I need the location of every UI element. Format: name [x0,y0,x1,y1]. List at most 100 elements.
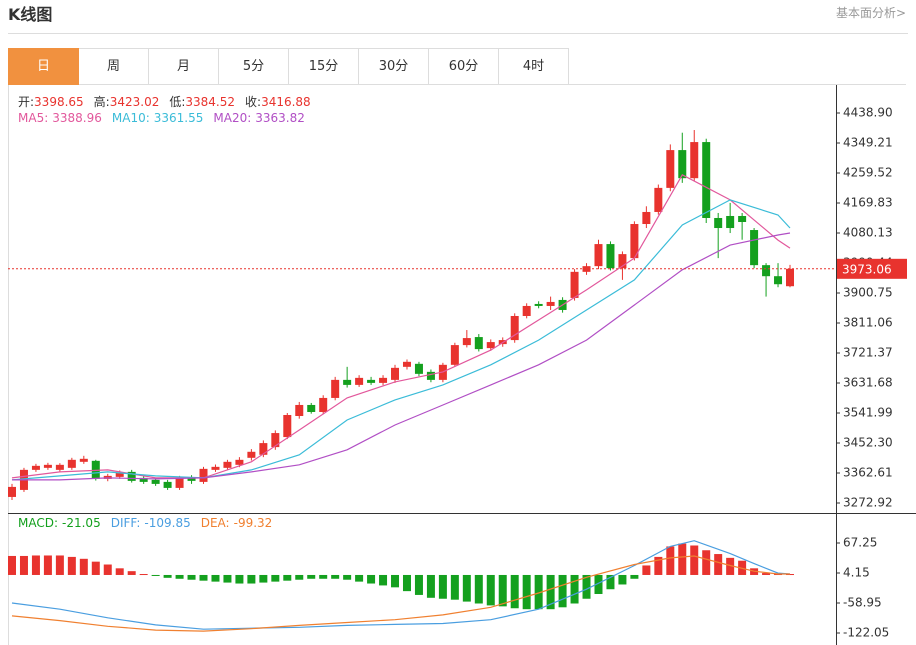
y-tick-label: 3452.30 [843,435,893,449]
macd-bar [259,574,268,583]
candle-body [379,377,388,383]
macd-bar [570,574,579,604]
candle-body [474,337,483,350]
y-tick-label: 3811.06 [843,315,893,329]
macd-bar [522,574,531,610]
macd-bar [438,574,447,599]
macd-bar [151,574,160,576]
candle-body [426,371,435,380]
macd-bar [139,574,148,576]
legend-name: MA5: [18,111,49,125]
period-tab[interactable]: 5分 [219,48,289,85]
candle-body [355,377,364,385]
indicator-line [11,555,790,632]
y-tick-label: 3362.61 [843,465,893,479]
ma-legend: MA5: 3388.96 MA10: 3361.55 MA20: 3363.82 [18,111,315,125]
legend-name: DIFF: [110,516,141,530]
candle-body [546,301,555,306]
macd-bar [426,574,435,598]
candle-body [666,150,675,188]
candle-body [414,363,423,374]
macd-legend: MACD: -21.05 DIFF: -109.85 DEA: -99.32 [18,516,282,530]
candle-body [67,459,76,468]
macd-bar [343,574,352,580]
candle-body [199,468,208,482]
candle-body [151,479,160,484]
macd-bar [414,574,423,595]
macd-bar [546,574,555,610]
candle-body [163,481,172,488]
candle-body [534,303,543,306]
macd-bar [187,574,196,580]
period-tab[interactable]: 4时 [499,48,569,85]
macd-bar [462,574,471,602]
candle-body [295,404,304,417]
macd-bar [235,574,244,584]
info-label: 收: [245,95,262,109]
macd-bar [510,574,519,609]
period-tab[interactable]: 日 [8,48,79,85]
divider [8,33,908,34]
candle-body [211,466,220,470]
macd-bar [103,564,112,575]
y-tick-label: 4438.90 [843,105,893,119]
info-label: 高: [93,95,110,109]
candle-body [594,244,603,267]
candle-body [43,464,52,468]
candle-body [187,477,196,481]
legend-value: -99.32 [233,516,273,530]
y-tick-label: 3721.37 [843,345,893,359]
indicator-line [11,174,791,479]
period-tab[interactable]: 15分 [289,48,359,85]
candle-body [702,142,711,218]
period-tab[interactable]: 60分 [429,48,499,85]
macd-bar [175,574,184,579]
macd-bar [19,555,28,575]
candle-body [402,361,411,367]
legend-name: MA20: [213,111,252,125]
candle-body [486,342,495,349]
period-tabs: 日周月 5分 15分 30分 60分 4时 [8,48,906,85]
indicator-line [12,232,791,481]
legend-value: -109.85 [144,516,191,530]
fundamental-link[interactable]: 基本面分析> [835,6,906,20]
period-tab[interactable]: 30分 [359,48,429,85]
macd-bar [283,574,292,581]
macd-bar [402,574,411,592]
macd-bar [163,574,172,578]
candle-body [462,338,471,346]
info-label: 开: [18,95,35,109]
macd-bar [594,574,603,594]
macd-bar [211,574,220,582]
y-tick-label: 3900.75 [843,285,893,299]
legend-name: DEA: [200,516,230,530]
candle-body [690,142,699,179]
candle-body [750,230,759,266]
candle-body [738,215,747,223]
macd-bar [702,550,711,575]
info-value: 3384.52 [185,95,236,109]
candle-body [127,471,136,481]
period-tab[interactable]: 月 [149,48,219,85]
macd-bar [331,574,340,579]
candle-body [367,379,376,383]
candle-body [714,217,723,229]
macd-bar [486,574,495,606]
y-tick-label: 4080.13 [843,225,893,239]
indicator-line [11,199,791,481]
candle-body [762,265,771,277]
candle-body [642,211,651,225]
candle-body [283,414,292,438]
candle-body [343,379,352,385]
period-tab[interactable]: 周 [79,48,149,85]
macd-bar [67,556,76,575]
macd-bar [55,555,64,575]
candle-body [331,379,340,398]
macd-bar [379,574,388,586]
macd-bar [606,574,615,590]
macd-bar [642,565,651,575]
y-tick-label: -58.95 [843,595,882,609]
macd-bar [355,574,364,582]
macd-bar [367,574,376,584]
legend-name: MACD: [18,516,59,530]
